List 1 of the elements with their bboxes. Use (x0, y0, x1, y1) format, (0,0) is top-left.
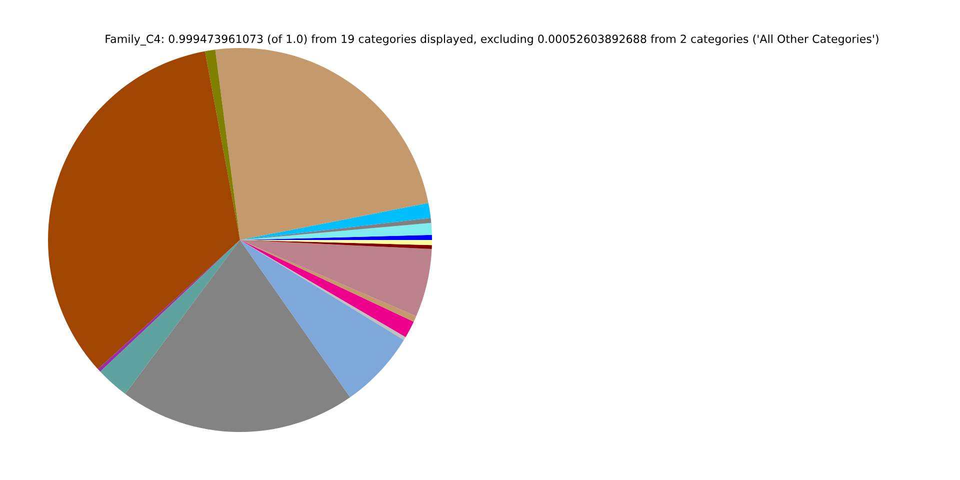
text: Family_C4: 0.999473961073 (of 1.0) from 19 categories displayed, excluding 0.00052603892688 from 2 categories ('All Other Categories') (106, 34, 878, 46)
